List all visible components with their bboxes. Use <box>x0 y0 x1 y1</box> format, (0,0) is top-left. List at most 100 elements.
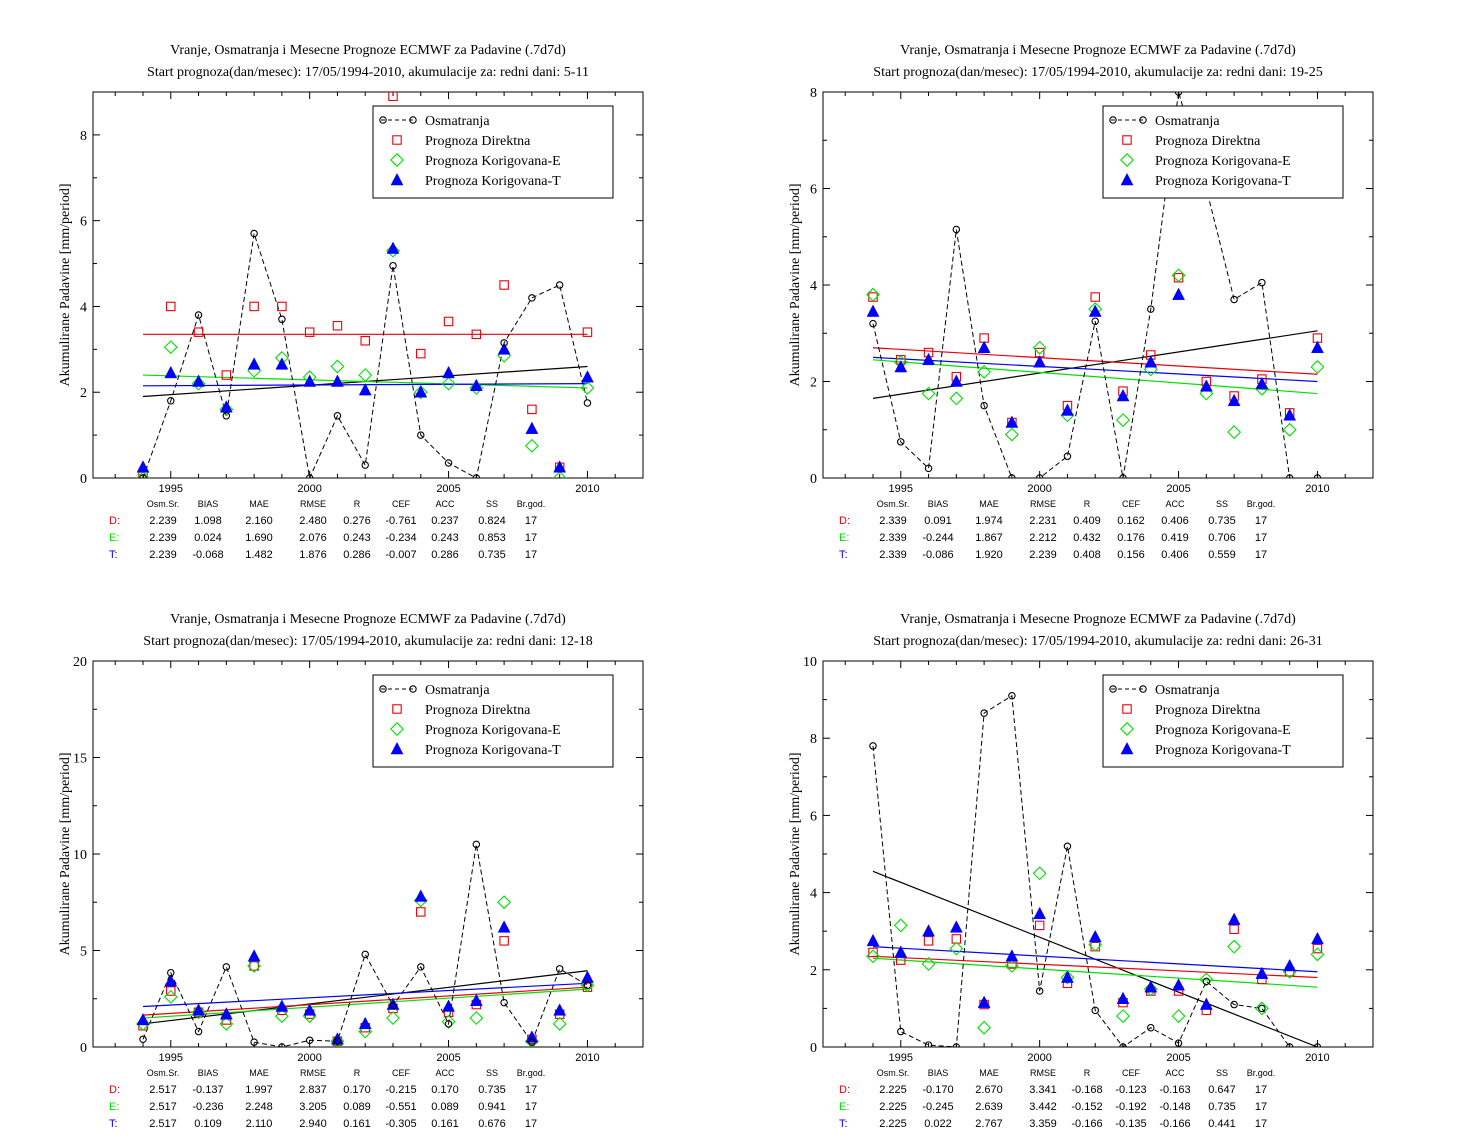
stats-row-label: D: <box>109 515 120 527</box>
point-osmatranja <box>333 1037 342 1045</box>
chart-title: Vranje, Osmatranja i Mesecne Prognoze EC… <box>170 43 566 58</box>
stats-row-label: D: <box>839 1084 850 1096</box>
point-osmatranja <box>583 981 592 989</box>
point-korigovana-t <box>247 949 261 962</box>
point-osmatranja <box>389 261 397 270</box>
point-osmatranja <box>444 459 453 467</box>
point-korigovana-e <box>358 1024 373 1039</box>
legend-label: Prognoza Direktna <box>1155 134 1261 149</box>
stats-value: 17 <box>525 515 537 527</box>
point-osmatranja <box>222 963 231 971</box>
point-korigovana-e <box>191 376 206 391</box>
stats-value: 0.941 <box>478 1101 506 1113</box>
y-tick-label: 8 <box>810 86 817 101</box>
point-korigovana-e <box>1032 340 1047 355</box>
point-osmatranja <box>139 1035 147 1044</box>
stats-value: 0.676 <box>478 1118 506 1130</box>
point-osmatranja <box>1313 474 1322 478</box>
chart-subtitle: Start prognoza(dan/mesec): 17/05/1994-20… <box>147 65 589 80</box>
stats-header: SS <box>1216 499 1228 509</box>
point-osmatranja <box>583 399 592 407</box>
point-korigovana-e <box>163 340 178 355</box>
point-osmatranja <box>417 431 425 439</box>
stats-value: 0.243 <box>343 532 371 544</box>
point-korigovana-e <box>1282 422 1297 437</box>
point-korigovana-t <box>866 304 880 317</box>
chart-title: Vranje, Osmatranja i Mesecne Prognoze EC… <box>900 43 1296 58</box>
legend-label: Prognoza Korigovana-T <box>425 174 561 189</box>
stats-value: 1.482 <box>245 549 273 561</box>
y-tick-label: 5 <box>80 945 87 960</box>
point-korigovana-t <box>1172 978 1185 991</box>
point-osmatranja <box>1230 1000 1238 1009</box>
stats-value: 2.517 <box>149 1101 177 1113</box>
stats-value: 2.339 <box>879 515 907 527</box>
stats-header: CEF <box>392 1068 411 1078</box>
legend-label: Prognoza Direktna <box>1155 703 1261 718</box>
stats-header: CEF <box>392 499 411 509</box>
stats-value: 2.160 <box>245 515 273 527</box>
point-korigovana-t <box>442 999 455 1012</box>
stats-row-label: T: <box>839 1118 848 1130</box>
point-osmatranja <box>555 965 564 973</box>
point-direktna <box>868 292 878 302</box>
y-tick-label: 4 <box>810 279 817 294</box>
stats-value: 1.098 <box>194 515 222 527</box>
stats-value: 3.359 <box>1029 1118 1057 1130</box>
stats-value: 17 <box>1255 532 1267 544</box>
point-osmatranja <box>1008 474 1016 478</box>
chart-title: Vranje, Osmatranja i Mesecne Prognoze EC… <box>170 612 566 627</box>
stats-value: -0.086 <box>922 549 953 561</box>
stats-value: 2.670 <box>975 1084 1003 1096</box>
stats-value: -0.170 <box>922 1084 953 1096</box>
stats-value: -0.152 <box>1071 1101 1102 1113</box>
point-osmatranja <box>361 461 369 469</box>
point-osmatranja <box>1035 474 1044 478</box>
plot-data <box>866 691 1325 1047</box>
stats-value: -0.234 <box>385 532 416 544</box>
x-tick-label: 1995 <box>889 1052 913 1064</box>
point-korigovana-t <box>136 1012 150 1026</box>
stats-header: R <box>354 1068 361 1078</box>
point-direktna <box>1090 941 1100 952</box>
legend: Osmatranja Prognoza Direktna Prognoza Kori… <box>1102 674 1344 768</box>
point-korigovana-t <box>386 241 400 254</box>
legend-marker-korigovana-t <box>390 741 404 755</box>
chart-panel-4: Vranje, Osmatranja i Mesecne Prognoze EC… <box>788 612 1374 1130</box>
stats-header: ACC <box>1165 499 1185 509</box>
stats-value: 2.480 <box>299 515 327 527</box>
point-osmatranja <box>1091 317 1099 325</box>
point-korigovana-t <box>1283 958 1297 972</box>
stats-value: 0.406 <box>1161 549 1189 561</box>
stats-row-label: E: <box>109 1101 119 1113</box>
point-korigovana-e <box>330 1034 345 1047</box>
stats-value: 0.735 <box>1208 1101 1236 1113</box>
point-korigovana-e <box>552 471 567 478</box>
stats-value: 0.735 <box>478 1084 506 1096</box>
point-osmatranja <box>1313 1043 1322 1047</box>
stats-header: CEF <box>1122 1068 1141 1078</box>
stats-value: 2.225 <box>879 1118 907 1130</box>
point-direktna <box>1034 920 1045 931</box>
point-osmatranja <box>139 474 147 478</box>
stats-value: 2.639 <box>975 1101 1003 1113</box>
point-korigovana-e <box>330 359 345 374</box>
point-osmatranja <box>1285 474 1294 478</box>
stats-value: 0.853 <box>478 532 506 544</box>
stats-header: RMSE <box>300 499 326 509</box>
point-osmatranja <box>278 1043 286 1047</box>
point-korigovana-t <box>275 999 289 1012</box>
legend-marker-osmatranja <box>1109 685 1117 693</box>
point-direktna <box>221 370 232 380</box>
legend: Osmatranja Prognoza Direktna Prognoza Kori… <box>372 674 614 768</box>
legend-box <box>1102 105 1344 199</box>
stats-value: 2.517 <box>149 1118 177 1130</box>
stats-value: 2.517 <box>149 1084 177 1096</box>
chart-subtitle: Start prognoza(dan/mesec): 17/05/1994-20… <box>873 65 1322 80</box>
point-osmatranja <box>167 968 175 977</box>
point-korigovana-e <box>1060 970 1075 985</box>
point-direktna <box>499 280 509 290</box>
point-korigovana-t <box>1255 966 1269 979</box>
point-osmatranja <box>1147 1023 1155 1032</box>
y-axis-label: Akumulirane Padavine [mm/period] <box>58 184 73 387</box>
